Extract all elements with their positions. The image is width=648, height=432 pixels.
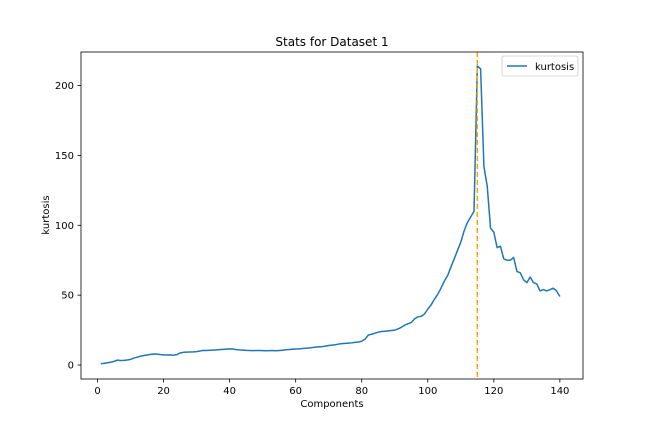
x-tick-label: 140 bbox=[550, 386, 569, 397]
x-tick-label: 120 bbox=[484, 386, 503, 397]
x-tick-label: 100 bbox=[418, 386, 437, 397]
y-tick-label: 0 bbox=[68, 361, 74, 372]
x-tick-label: 80 bbox=[355, 386, 368, 397]
x-axis-title: Components bbox=[300, 399, 363, 410]
x-tick-label: 0 bbox=[94, 386, 100, 397]
legend-label-kurtosis: kurtosis bbox=[535, 62, 574, 73]
x-tick-label: 20 bbox=[157, 386, 170, 397]
legend: kurtosis bbox=[501, 55, 579, 77]
x-axis: 0 20 40 60 80 100 120 140 bbox=[94, 379, 569, 397]
y-axis: 0 50 100 150 200 bbox=[55, 81, 81, 372]
x-tick-label: 60 bbox=[289, 386, 302, 397]
y-tick-label: 100 bbox=[55, 221, 74, 232]
y-tick-label: 200 bbox=[55, 81, 74, 92]
series-line-kurtosis bbox=[100, 65, 561, 365]
plot-frame bbox=[80, 51, 584, 380]
x-tick-label: 40 bbox=[223, 386, 236, 397]
y-tick-label: 150 bbox=[55, 151, 74, 162]
plot-area bbox=[100, 52, 561, 379]
legend-box bbox=[501, 55, 579, 77]
y-axis-title: kurtosis bbox=[41, 195, 52, 234]
chart-title: Stats for Dataset 1 bbox=[275, 35, 388, 49]
y-tick-label: 50 bbox=[61, 291, 74, 302]
